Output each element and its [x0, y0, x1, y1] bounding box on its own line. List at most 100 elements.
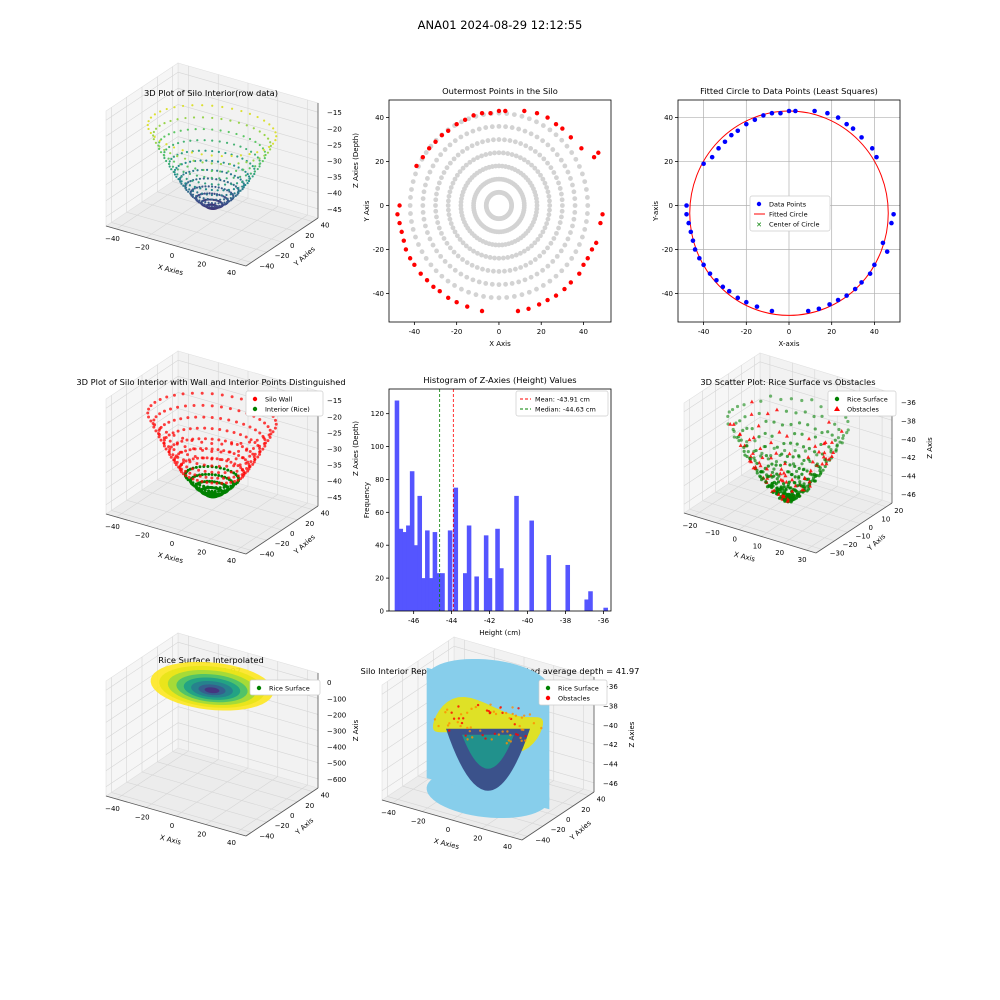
interior-point [540, 176, 546, 182]
surface-point [225, 171, 228, 174]
grid-line [177, 456, 319, 498]
x-tick-label: −20 [411, 818, 426, 826]
interior-point [433, 208, 439, 214]
grid-line [126, 499, 267, 541]
obstacle-point [780, 478, 785, 483]
axes-title: Outermost Points in the Silo [442, 86, 558, 96]
surface-point [262, 148, 265, 151]
y-tick-label: −40 [259, 832, 274, 840]
interior-point [535, 237, 541, 242]
interior-point [202, 484, 206, 488]
wall-point [149, 419, 153, 423]
rice-point [793, 475, 797, 479]
surface-point [205, 193, 208, 196]
surface-point [263, 133, 266, 137]
interior-point [473, 292, 479, 298]
surface-point [165, 143, 168, 146]
wall-point [169, 407, 173, 411]
surface-point [176, 168, 179, 171]
surface-point [237, 186, 240, 190]
surface-point [248, 152, 251, 156]
wall-point [217, 464, 221, 468]
y-tick-label: 20 [581, 806, 590, 814]
interior-point [500, 255, 506, 261]
rice-point [797, 490, 801, 494]
wall-point [227, 476, 231, 480]
interior-point [540, 138, 546, 144]
y-tick-label: −40 [535, 836, 550, 844]
interior-point [559, 214, 564, 220]
wall-point [268, 428, 272, 432]
rice-point [752, 456, 756, 460]
surface-point [220, 201, 223, 205]
wall-point [253, 428, 257, 432]
rice-point [767, 484, 771, 488]
z-tick-label: −38 [603, 703, 618, 711]
wall-point [252, 460, 256, 464]
interior-point [430, 242, 436, 248]
wall-point [164, 430, 168, 434]
rice-point [786, 482, 791, 486]
rice-point [732, 429, 736, 434]
wall-point [162, 444, 166, 448]
data-point [874, 154, 879, 160]
rice-point [764, 453, 769, 458]
surface-point [226, 189, 229, 192]
surface-point [172, 143, 175, 146]
y-tick-label: −20 [551, 826, 566, 834]
surface-point [158, 139, 161, 142]
wall-point [240, 468, 244, 472]
rice-point [818, 472, 823, 476]
interior-point [435, 220, 441, 225]
rice-point [840, 441, 844, 445]
silo-cylinder-top [426, 658, 550, 708]
legend-label: Rice Surface [558, 685, 599, 693]
y-axis-label: Y Axis [363, 200, 371, 222]
interior-point [525, 159, 531, 165]
surface-point [167, 133, 170, 136]
data-point [793, 108, 798, 114]
obstacle-point [481, 733, 484, 737]
histogram-bar [402, 532, 407, 611]
interior-point [445, 278, 451, 284]
data-point [697, 255, 702, 261]
x-axis-line [105, 795, 247, 837]
outermost-point [594, 240, 599, 246]
interior-point [542, 225, 548, 231]
surface-point [226, 180, 229, 184]
outermost-point [397, 203, 402, 208]
interior-point [517, 155, 523, 161]
interior-point [444, 240, 450, 246]
rice-point [770, 470, 775, 475]
wall-point [222, 449, 226, 453]
interior-point [213, 480, 217, 484]
interior-point [569, 256, 575, 261]
interior-point [210, 473, 214, 477]
interior-point [476, 126, 482, 132]
outermost-point [568, 135, 574, 140]
interior-point [423, 150, 429, 155]
surface-point [149, 131, 152, 135]
interior-point [483, 152, 489, 157]
obstacle-point [501, 711, 504, 715]
data-point [754, 304, 760, 309]
legend-marker [545, 685, 551, 691]
rice-point [785, 454, 790, 458]
outermost-point [418, 271, 423, 276]
interior-point [554, 230, 559, 236]
interior-point [448, 185, 454, 190]
surface-point [253, 153, 257, 156]
data-point [825, 110, 830, 116]
outermost-point [553, 293, 559, 298]
interior-point [496, 123, 502, 129]
interior-point [542, 180, 548, 186]
grid-line [759, 435, 893, 477]
surface-point [176, 155, 179, 158]
obstacle-point [466, 726, 469, 730]
x-axis-line [105, 513, 247, 555]
interior-point [223, 489, 227, 493]
surface-point [268, 123, 271, 126]
grid-line [172, 751, 313, 792]
interior-point [475, 155, 480, 161]
wall-point [256, 455, 260, 459]
